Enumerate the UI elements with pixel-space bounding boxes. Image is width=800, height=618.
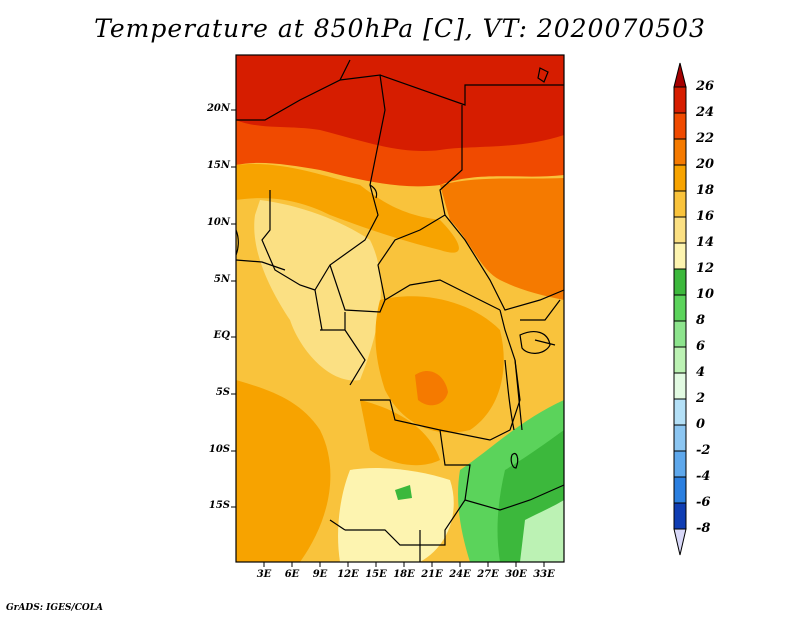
colorbar-label: 12 [696, 261, 715, 276]
colorbar-label: 16 [696, 209, 715, 224]
colorbar-label: 14 [696, 235, 715, 250]
colorbar-label: 22 [696, 131, 715, 146]
lon-label: 6E [284, 569, 300, 580]
colorbar-label: -4 [696, 469, 711, 484]
lakes [369, 67, 551, 469]
lat-label: 10S [208, 444, 230, 455]
country-borders [236, 59, 564, 562]
lon-label: 3E [256, 569, 272, 580]
lon-label: 33E [533, 569, 555, 580]
lon-label: 9E [312, 569, 328, 580]
colorbar-label: 20 [696, 157, 715, 172]
lat-label: 10N [206, 217, 230, 228]
colorbar-label: 0 [696, 417, 706, 432]
map-title: Temperature at 850hPa [C], VT: 202007050… [94, 14, 706, 43]
lat-label: 15S [208, 500, 230, 511]
colorbar-label: 2 [696, 391, 706, 406]
lat-label: 5N [213, 274, 230, 285]
lon-label: 24E [449, 569, 471, 580]
lat-label: 15N [206, 160, 230, 171]
lon-label: 12E [337, 569, 359, 580]
colorbar-label: 4 [696, 365, 706, 380]
map-frame [235, 54, 565, 563]
colorbar [673, 62, 687, 556]
temperature-field [236, 55, 564, 562]
lon-label: 18E [393, 569, 415, 580]
lon-label: 21E [421, 569, 443, 580]
colorbar-label: -8 [696, 521, 711, 536]
lon-label: 30E [505, 569, 527, 580]
credit-text: GrADS: IGES/COLA [6, 603, 104, 613]
colorbar-label: 24 [696, 105, 715, 120]
colorbar-label: 6 [696, 339, 706, 354]
lon-label: 27E [477, 569, 499, 580]
lat-label: 20N [206, 103, 230, 114]
lat-label: EQ [213, 330, 230, 341]
colorbar-label: 8 [696, 313, 706, 328]
lon-label: 15E [365, 569, 387, 580]
colorbar-label: 18 [696, 183, 715, 198]
colorbar-label: -6 [696, 495, 711, 510]
lat-label: 5S [215, 387, 230, 398]
axis-ticks [231, 109, 545, 567]
colorbar-label: -2 [696, 443, 711, 458]
colorbar-label: 26 [696, 79, 715, 94]
colorbar-label: 10 [696, 287, 715, 302]
